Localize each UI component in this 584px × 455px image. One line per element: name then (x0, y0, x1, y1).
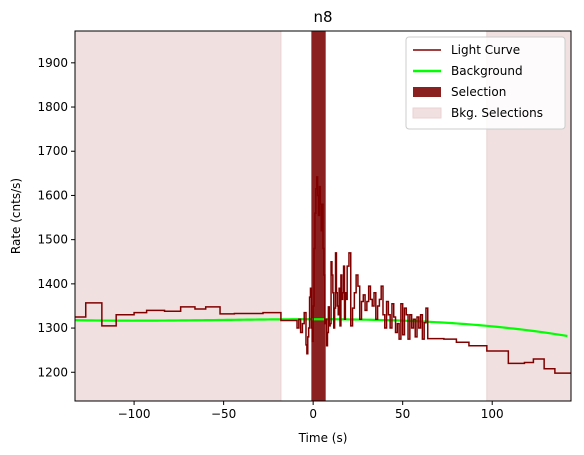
legend-label: Selection (451, 85, 506, 99)
background-line (74, 318, 568, 338)
x-tick-label: 50 (395, 407, 410, 421)
y-tick-label: 1600 (37, 188, 68, 202)
bkg-selection-band (75, 31, 281, 401)
x-axis-label: Time (s) (298, 431, 348, 445)
y-tick-label: 1900 (37, 56, 68, 70)
plot-frame (74, 30, 572, 402)
y-tick-label: 1500 (37, 233, 68, 247)
x-tick-label: −50 (211, 407, 236, 421)
legend-label: Bkg. Selections (451, 106, 543, 120)
x-tick-label: 0 (309, 407, 317, 421)
y-tick-label: 1400 (37, 277, 68, 291)
light-curve-line (75, 176, 571, 374)
x-tick-label: −100 (118, 407, 151, 421)
legend: Light Curve Background Selection Bkg. Selec… (405, 36, 566, 130)
legend-label: Background (451, 64, 523, 78)
y-axis-label: Rate (cnts/s) (9, 178, 23, 254)
light-curve (75, 176, 571, 374)
y-tick-label: 1800 (37, 100, 68, 114)
chart-title: n8 (313, 8, 332, 26)
y-tick-label: 1200 (37, 365, 68, 379)
background-fit (74, 318, 568, 338)
y-tick-label: 1300 (37, 321, 68, 335)
y-axis: 1200 1300 1400 1500 1600 1700 1800 1900 (37, 56, 75, 379)
legend-box (405, 36, 566, 130)
x-axis: −100 −50 0 50 100 (118, 401, 504, 421)
legend-swatch-patch (412, 107, 442, 119)
y-tick-label: 1700 (37, 144, 68, 158)
legend-label: Light Curve (451, 43, 520, 57)
legend-swatch-patch (413, 87, 441, 97)
x-tick-label: 100 (481, 407, 504, 421)
